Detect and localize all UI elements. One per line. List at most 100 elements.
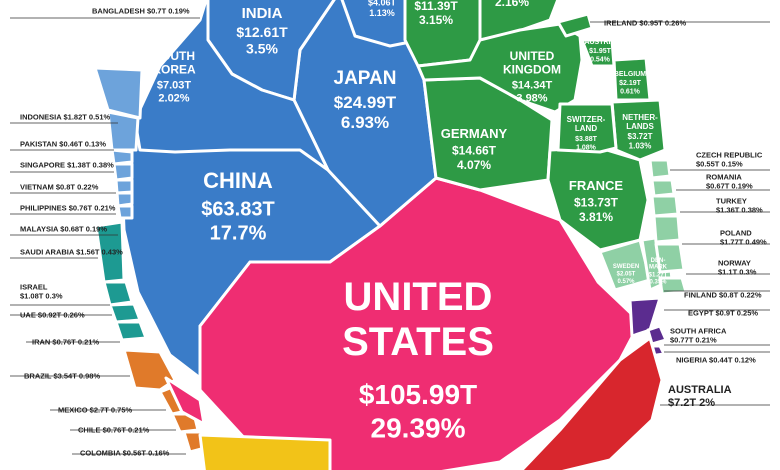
country-value-share: $0.55T 0.15%	[696, 160, 743, 169]
country-share: 1.03%	[629, 142, 652, 151]
country-name: BELGIUM	[614, 71, 646, 78]
side-label-singapore: SINGAPORE $1.38T 0.38%	[20, 161, 114, 170]
country-name: STATES	[342, 320, 494, 364]
side-label-colombia: COLOMBIA $0.56T 0.16%	[80, 449, 170, 458]
side-label-nigeria: NIGERIA $0.44T 0.12%	[676, 356, 756, 365]
country-name: SOUTH AFRICA	[670, 327, 727, 336]
cell-poland-36	[652, 214, 682, 244]
country-name: ROMANIA	[706, 173, 742, 182]
cell-switzer-land-14	[556, 102, 618, 154]
country-label: IRELAND $0.95T 0.26%	[604, 19, 686, 28]
country-name: DEN-	[651, 258, 666, 264]
country-name: LAND	[575, 124, 597, 133]
country-label: COLOMBIA $0.56T 0.16%	[80, 449, 170, 458]
country-name: JAPAN	[334, 68, 397, 89]
country-value-share: $1.36T 0.38%	[716, 206, 763, 215]
side-label-chile: CHILE $0.76T 0.21%	[78, 426, 150, 435]
cell-south-korea-4	[133, 0, 330, 172]
country-value: $63.83T	[201, 199, 274, 221]
cell-finland-38	[658, 276, 688, 296]
side-label-mexico: MEXICO $2.7T 0.75%	[58, 406, 133, 415]
country-share: 0.54%	[590, 56, 611, 63]
side-label-pakistan: PAKISTAN $0.46T 0.13%	[20, 140, 106, 149]
cell-saudi-arabia-24	[94, 220, 126, 284]
country-value: $24.99T	[334, 93, 397, 112]
country-value: $7.03T	[157, 80, 192, 92]
country-name: SWITZER-	[567, 115, 606, 124]
side-label-bangladesh: BANGLADESH $0.7T 0.19%	[92, 7, 190, 16]
side-label-vietnam: VIETNAM $0.8T 0.22%	[20, 183, 99, 192]
side-label-poland: POLAND$1.77T 0.49%	[720, 229, 767, 247]
country-label: CHILE $0.76T 0.21%	[78, 426, 150, 435]
country-name: KOREA	[152, 62, 196, 76]
cell-iran-27	[114, 320, 148, 342]
country-name: INDIA	[242, 5, 283, 22]
side-label-israel: ISRAEL$1.08T 0.3%	[20, 283, 63, 301]
country-label: FINLAND $0.8T 0.22%	[684, 291, 762, 300]
country-name: GERMANY	[441, 126, 508, 141]
country-value: $2.19T	[619, 80, 642, 87]
country-value: $3.88T	[575, 136, 598, 143]
cell-norway-37	[654, 242, 686, 274]
country-name: NORWAY	[718, 259, 751, 268]
side-label-finland: FINLAND $0.8T 0.22%	[684, 291, 762, 300]
country-share: 4.07%	[457, 158, 491, 172]
side-label-romania: ROMANIA$0.67T 0.19%	[706, 173, 753, 191]
country-name: KINGDOM	[503, 62, 561, 76]
country-label: BRAZIL $3.54T 0.98%	[24, 372, 100, 381]
side-label-malaysia: MALAYSIA $0.68T 0.19%	[20, 225, 107, 234]
side-label-iran: IRAN $0.76T 0.21%	[32, 338, 99, 347]
cell-singapore-20	[112, 162, 134, 182]
cell-bangladesh-17	[93, 66, 144, 120]
country-label: SINGAPORE $1.38T 0.38%	[20, 161, 114, 170]
cell-united-states-0	[198, 176, 642, 470]
country-name: CZECH REPUBLIC	[696, 151, 763, 160]
cells-layer	[93, 0, 688, 470]
cell-australia-42	[519, 336, 664, 470]
cell-ireland-32	[556, 12, 594, 38]
country-value: $14.34T	[512, 80, 553, 92]
country-value: $4.06T	[368, 0, 397, 7]
country-label: PAKISTAN $0.46T 0.13%	[20, 140, 106, 149]
side-label-ireland: IRELAND $0.95T 0.26%	[604, 19, 686, 28]
cell-unlabeled-region	[198, 433, 332, 470]
country-label: MEXICO $2.7T 0.75%	[58, 406, 133, 415]
country-label: EGYPT $0.9T 0.25%	[688, 309, 758, 318]
country-name: SOUTH	[153, 49, 195, 63]
country-label: BANGLADESH $0.7T 0.19%	[92, 7, 190, 16]
cell-turkey-35	[650, 194, 680, 218]
country-name: POLAND	[720, 229, 752, 238]
cell-romania-34	[650, 178, 676, 198]
side-labels-layer: BANGLADESH $0.7T 0.19% INDONESIA $1.82T 0…	[20, 7, 767, 458]
cell-uae-26	[108, 302, 142, 324]
country-value: $14.66T	[452, 143, 497, 157]
country-share: 3.98%	[516, 93, 547, 105]
country-share: 2.16%	[495, 0, 529, 9]
country-value-share: $1.77T 0.49%	[720, 238, 767, 247]
cell-unlabeled-region	[164, 376, 206, 426]
country-label: INDONESIA $1.82T 0.51%	[20, 113, 111, 122]
country-value: $12.61T	[236, 24, 288, 40]
country-share: 1.08%	[576, 144, 597, 151]
country-name: MARK	[649, 265, 668, 271]
cell-indonesia-18	[106, 110, 140, 152]
country-share: 3.15%	[419, 13, 453, 27]
label-den-mark-16: DEN-MARK$1.27T 0.35%	[649, 258, 668, 286]
side-label-south-africa: SOUTH AFRICA$0.77T 0.21%	[670, 327, 727, 345]
country-value-share: $1.1T 0.3%	[718, 268, 757, 277]
country-name: TURKEY	[716, 197, 747, 206]
country-label: UAE $0.92T 0.26%	[20, 311, 85, 320]
country-share: 29.39%	[371, 412, 466, 443]
